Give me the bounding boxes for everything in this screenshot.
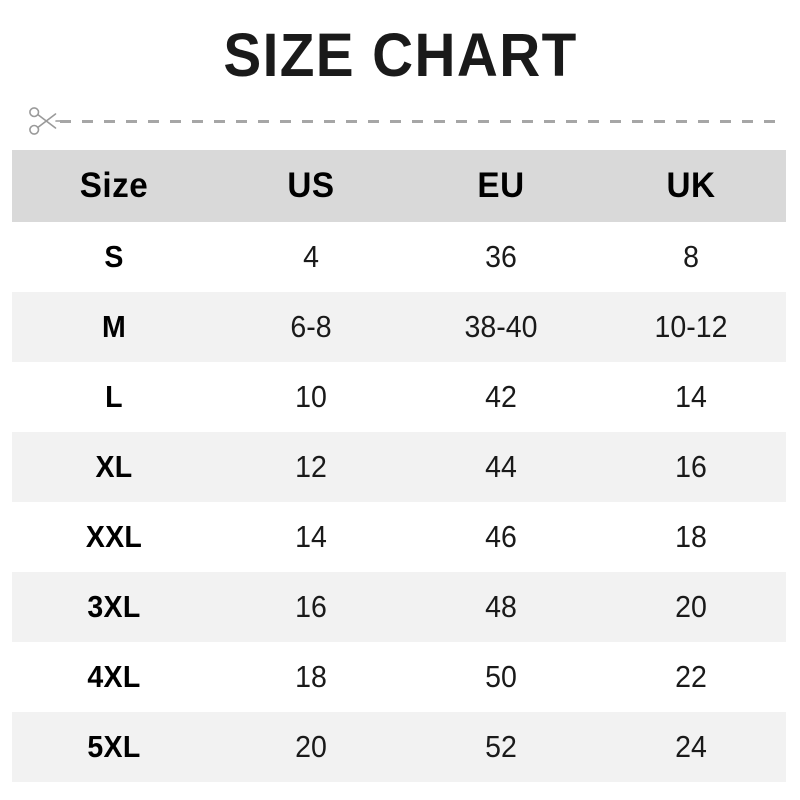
header-row: Size US EU UK — [12, 150, 786, 222]
table-row: S 4 36 8 — [12, 222, 786, 292]
cell-eu: 38-40 — [464, 309, 538, 344]
cell-us: 4 — [303, 239, 319, 274]
page-title: SIZE CHART — [222, 21, 578, 89]
cell-uk: 8 — [683, 239, 699, 274]
table-row: XL 12 44 16 — [12, 432, 786, 502]
cell-us: 10 — [295, 379, 327, 414]
table-row: M 6-8 38-40 10-12 — [12, 292, 786, 362]
table-body: S 4 36 8 M 6-8 38-40 10-12 L 10 42 14 XL… — [12, 222, 786, 782]
cell-size: XXL — [85, 519, 143, 554]
cell-uk: 20 — [675, 589, 707, 624]
cell-us: 14 — [295, 519, 327, 554]
cell-uk: 10-12 — [654, 309, 728, 344]
cell-eu: 36 — [485, 239, 517, 274]
cell-uk: 22 — [675, 659, 707, 694]
table-row: XXL 14 46 18 — [12, 502, 786, 572]
cell-eu: 46 — [485, 519, 517, 554]
table-row: 3XL 16 48 20 — [12, 572, 786, 642]
cell-uk: 14 — [675, 379, 707, 414]
cell-us: 12 — [295, 449, 327, 484]
cell-size: 3XL — [87, 589, 141, 624]
cell-size: XL — [95, 449, 133, 484]
column-header-uk: UK — [666, 166, 716, 205]
cell-us: 6-8 — [290, 309, 332, 344]
cell-eu: 52 — [485, 729, 517, 764]
cut-line — [12, 104, 788, 138]
cell-uk: 16 — [675, 449, 707, 484]
cell-eu: 42 — [485, 379, 517, 414]
page-title-container: SIZE CHART — [0, 22, 800, 88]
size-chart-table: Size US EU UK S 4 36 8 M 6-8 38-40 10-12… — [12, 150, 786, 782]
table-header: Size US EU UK — [12, 150, 786, 222]
cell-size: M — [101, 309, 127, 344]
cell-uk: 18 — [675, 519, 707, 554]
cell-eu: 44 — [485, 449, 517, 484]
cell-size: L — [105, 379, 123, 414]
cell-size: 4XL — [87, 659, 141, 694]
scissors-icon — [29, 107, 62, 135]
cell-uk: 24 — [675, 729, 707, 764]
cell-eu: 48 — [485, 589, 517, 624]
dashed-cut-rule — [60, 120, 785, 123]
cell-eu: 50 — [485, 659, 517, 694]
cell-us: 20 — [295, 729, 327, 764]
cell-size: 5XL — [87, 729, 141, 764]
table-row: L 10 42 14 — [12, 362, 786, 432]
cell-us: 18 — [295, 659, 327, 694]
table-row: 4XL 18 50 22 — [12, 642, 786, 712]
column-header-size: Size — [79, 166, 149, 205]
cell-us: 16 — [295, 589, 327, 624]
table-row: 5XL 20 52 24 — [12, 712, 786, 782]
cell-size: S — [104, 239, 124, 274]
column-header-us: US — [287, 166, 335, 205]
column-header-eu: EU — [477, 166, 525, 205]
